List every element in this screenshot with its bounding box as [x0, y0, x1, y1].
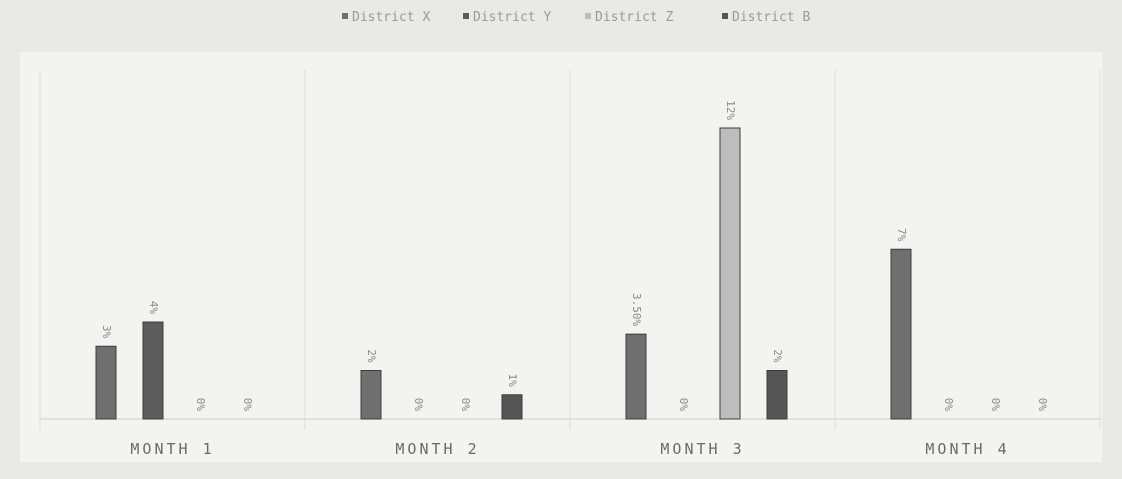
data-label: 0%	[942, 398, 955, 412]
bar	[360, 370, 382, 420]
legend-label: District X	[352, 10, 430, 25]
data-label: 0%	[459, 398, 472, 412]
legend-swatch	[342, 13, 348, 19]
data-labels: 3% 4% 0% 0% 2% 0% 0% 1% 3.50% 0% 12% 2% 7% 0% 0% 0%	[100, 100, 1049, 411]
x-tick-label: MONTH 1	[130, 440, 214, 458]
category-dividers	[39, 70, 1101, 430]
x-tick-label: MONTH 4	[925, 440, 1009, 458]
legend-label: District Z	[595, 10, 673, 25]
bar	[142, 321, 164, 420]
legend-swatch	[722, 13, 728, 19]
data-label: 7%	[895, 228, 908, 242]
bar	[501, 394, 523, 420]
x-tick-label: MONTH 3	[660, 440, 744, 458]
bar	[719, 127, 741, 420]
bars	[95, 127, 912, 420]
data-label: 3.50%	[630, 293, 643, 326]
bar	[95, 345, 117, 420]
data-label: 3%	[100, 325, 113, 339]
legend-label: District Y	[473, 10, 551, 25]
data-label: 0%	[241, 398, 254, 412]
data-label: 1%	[506, 374, 519, 388]
legend-label: District B	[732, 10, 810, 25]
data-label: 12%	[724, 100, 737, 120]
data-label: 2%	[771, 349, 784, 363]
data-label: 0%	[989, 398, 1002, 412]
data-label: 0%	[194, 398, 207, 412]
x-tick-labels: MONTH 1 MONTH 2 MONTH 3 MONTH 4	[130, 440, 1009, 458]
legend-swatch	[585, 13, 591, 19]
legend: District X District Y District Z District B	[342, 10, 810, 25]
data-label: 0%	[677, 398, 690, 412]
bar	[766, 370, 788, 420]
data-label: 0%	[412, 398, 425, 412]
x-tick-label: MONTH 2	[395, 440, 479, 458]
plot-panel	[20, 52, 1102, 462]
legend-swatch	[463, 13, 469, 19]
data-label: 4%	[147, 301, 160, 315]
data-label: 0%	[1036, 398, 1049, 412]
bar	[625, 333, 647, 420]
bar	[890, 248, 912, 420]
data-label: 2%	[365, 349, 378, 363]
